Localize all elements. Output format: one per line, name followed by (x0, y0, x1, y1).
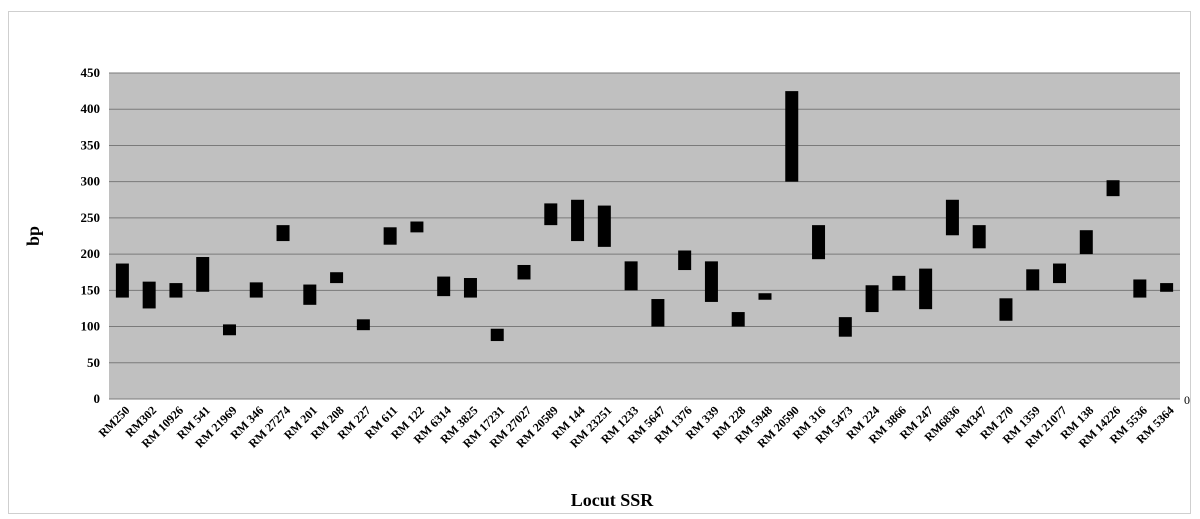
range-bar (142, 281, 156, 309)
range-bar (1133, 279, 1147, 298)
range-bar (1106, 180, 1120, 197)
range-bar (356, 319, 370, 331)
range-bar (812, 225, 826, 260)
range-bar (115, 263, 129, 298)
y-tick-label: 250 (81, 210, 101, 225)
y-tick-labels: 0 50 100 150 200 250 300 350 400 450 (81, 65, 101, 406)
range-bar (410, 221, 424, 233)
y-tick-label: 150 (81, 282, 101, 297)
range-bar (624, 261, 638, 291)
range-bar (785, 91, 799, 182)
range-bar (169, 283, 183, 298)
gridlines (109, 72, 1180, 400)
range-bar (463, 278, 477, 298)
range-bar (919, 268, 933, 310)
plot-area (109, 73, 1180, 399)
range-bar (1026, 269, 1040, 291)
x-axis-title: Locut SSR (571, 490, 655, 510)
range-bars (115, 91, 1174, 342)
range-bar (597, 205, 611, 247)
range-bar (945, 199, 959, 236)
y-tick-label: 100 (81, 319, 101, 334)
range-bar (276, 225, 290, 242)
y-tick-label: 50 (87, 355, 100, 370)
range-bar (383, 227, 397, 245)
range-bar (651, 299, 665, 327)
y-tick-label: 450 (81, 65, 101, 80)
y-tick-label: 400 (81, 101, 101, 116)
range-bar (999, 298, 1013, 321)
range-bar (222, 324, 236, 336)
y-tick-label: 0 (94, 391, 101, 406)
y-axis-title: bp (23, 226, 43, 246)
range-bar (892, 275, 906, 291)
y-tick-label: 300 (81, 174, 101, 189)
range-bar-chart: 0 50 100 150 200 250 300 350 400 450 RM250RM302RM… (23, 65, 1190, 510)
stray-zero-label: 0 (1184, 393, 1190, 407)
range-bar (544, 203, 558, 226)
range-bar (303, 284, 317, 305)
range-bar (196, 257, 210, 292)
chart-frame: 0 50 100 150 200 250 300 350 400 450 RM250 RM302 RM… (8, 11, 1191, 514)
range-bar (1160, 283, 1174, 292)
range-bar (249, 282, 263, 298)
range-bar (865, 285, 879, 313)
range-bar (330, 272, 344, 284)
range-bar (517, 264, 531, 280)
range-bar (838, 317, 852, 337)
range-bar (1053, 263, 1067, 284)
range-bar (704, 261, 718, 302)
range-bar (972, 225, 986, 249)
range-bar (437, 276, 451, 297)
range-bar (678, 250, 692, 271)
y-tick-label: 350 (81, 137, 101, 152)
range-bar (571, 199, 585, 242)
range-bar (1079, 230, 1093, 255)
range-bar (731, 312, 745, 327)
y-tick-label: 200 (81, 246, 101, 261)
range-bar (758, 293, 772, 300)
range-bar (490, 328, 504, 342)
